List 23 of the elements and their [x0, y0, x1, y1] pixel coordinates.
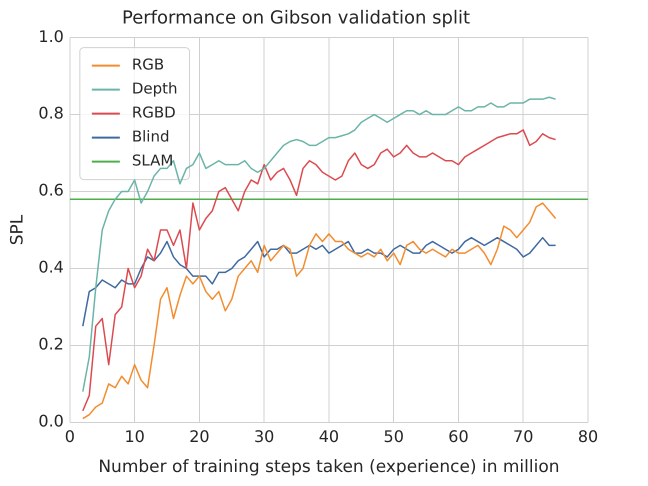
y-tick-label: 1.0 — [38, 26, 64, 46]
y-tick-label: 0.0 — [38, 412, 64, 431]
x-tick-label: 40 — [318, 427, 340, 446]
x-tick-label: 70 — [513, 427, 534, 446]
x-tick-label: 0 — [64, 427, 75, 446]
legend-label: RGBD — [132, 103, 176, 122]
y-axis-title: SPL — [8, 214, 28, 246]
legend-label: Blind — [132, 127, 170, 146]
legend-label: RGB — [132, 55, 164, 74]
legend-label: Depth — [132, 79, 178, 98]
chart-title: Performance on Gibson validation split — [122, 7, 470, 28]
x-tick-label: 50 — [384, 427, 404, 446]
y-tick-label: 0.6 — [38, 180, 64, 200]
x-tick-label: 60 — [448, 427, 469, 446]
y-tick-label: 0.8 — [38, 104, 64, 123]
x-tick-label: 20 — [189, 427, 210, 446]
x-tick-label: 30 — [254, 427, 274, 446]
x-tick-label: 10 — [124, 427, 145, 446]
y-tick-label: 0.4 — [38, 258, 64, 277]
x-axis-title: Number of training steps taken (experience) in million — [98, 457, 560, 478]
legend-label: SLAM — [132, 151, 174, 170]
y-tick-label: 0.2 — [38, 334, 64, 354]
x-tick-label: 80 — [578, 427, 598, 446]
